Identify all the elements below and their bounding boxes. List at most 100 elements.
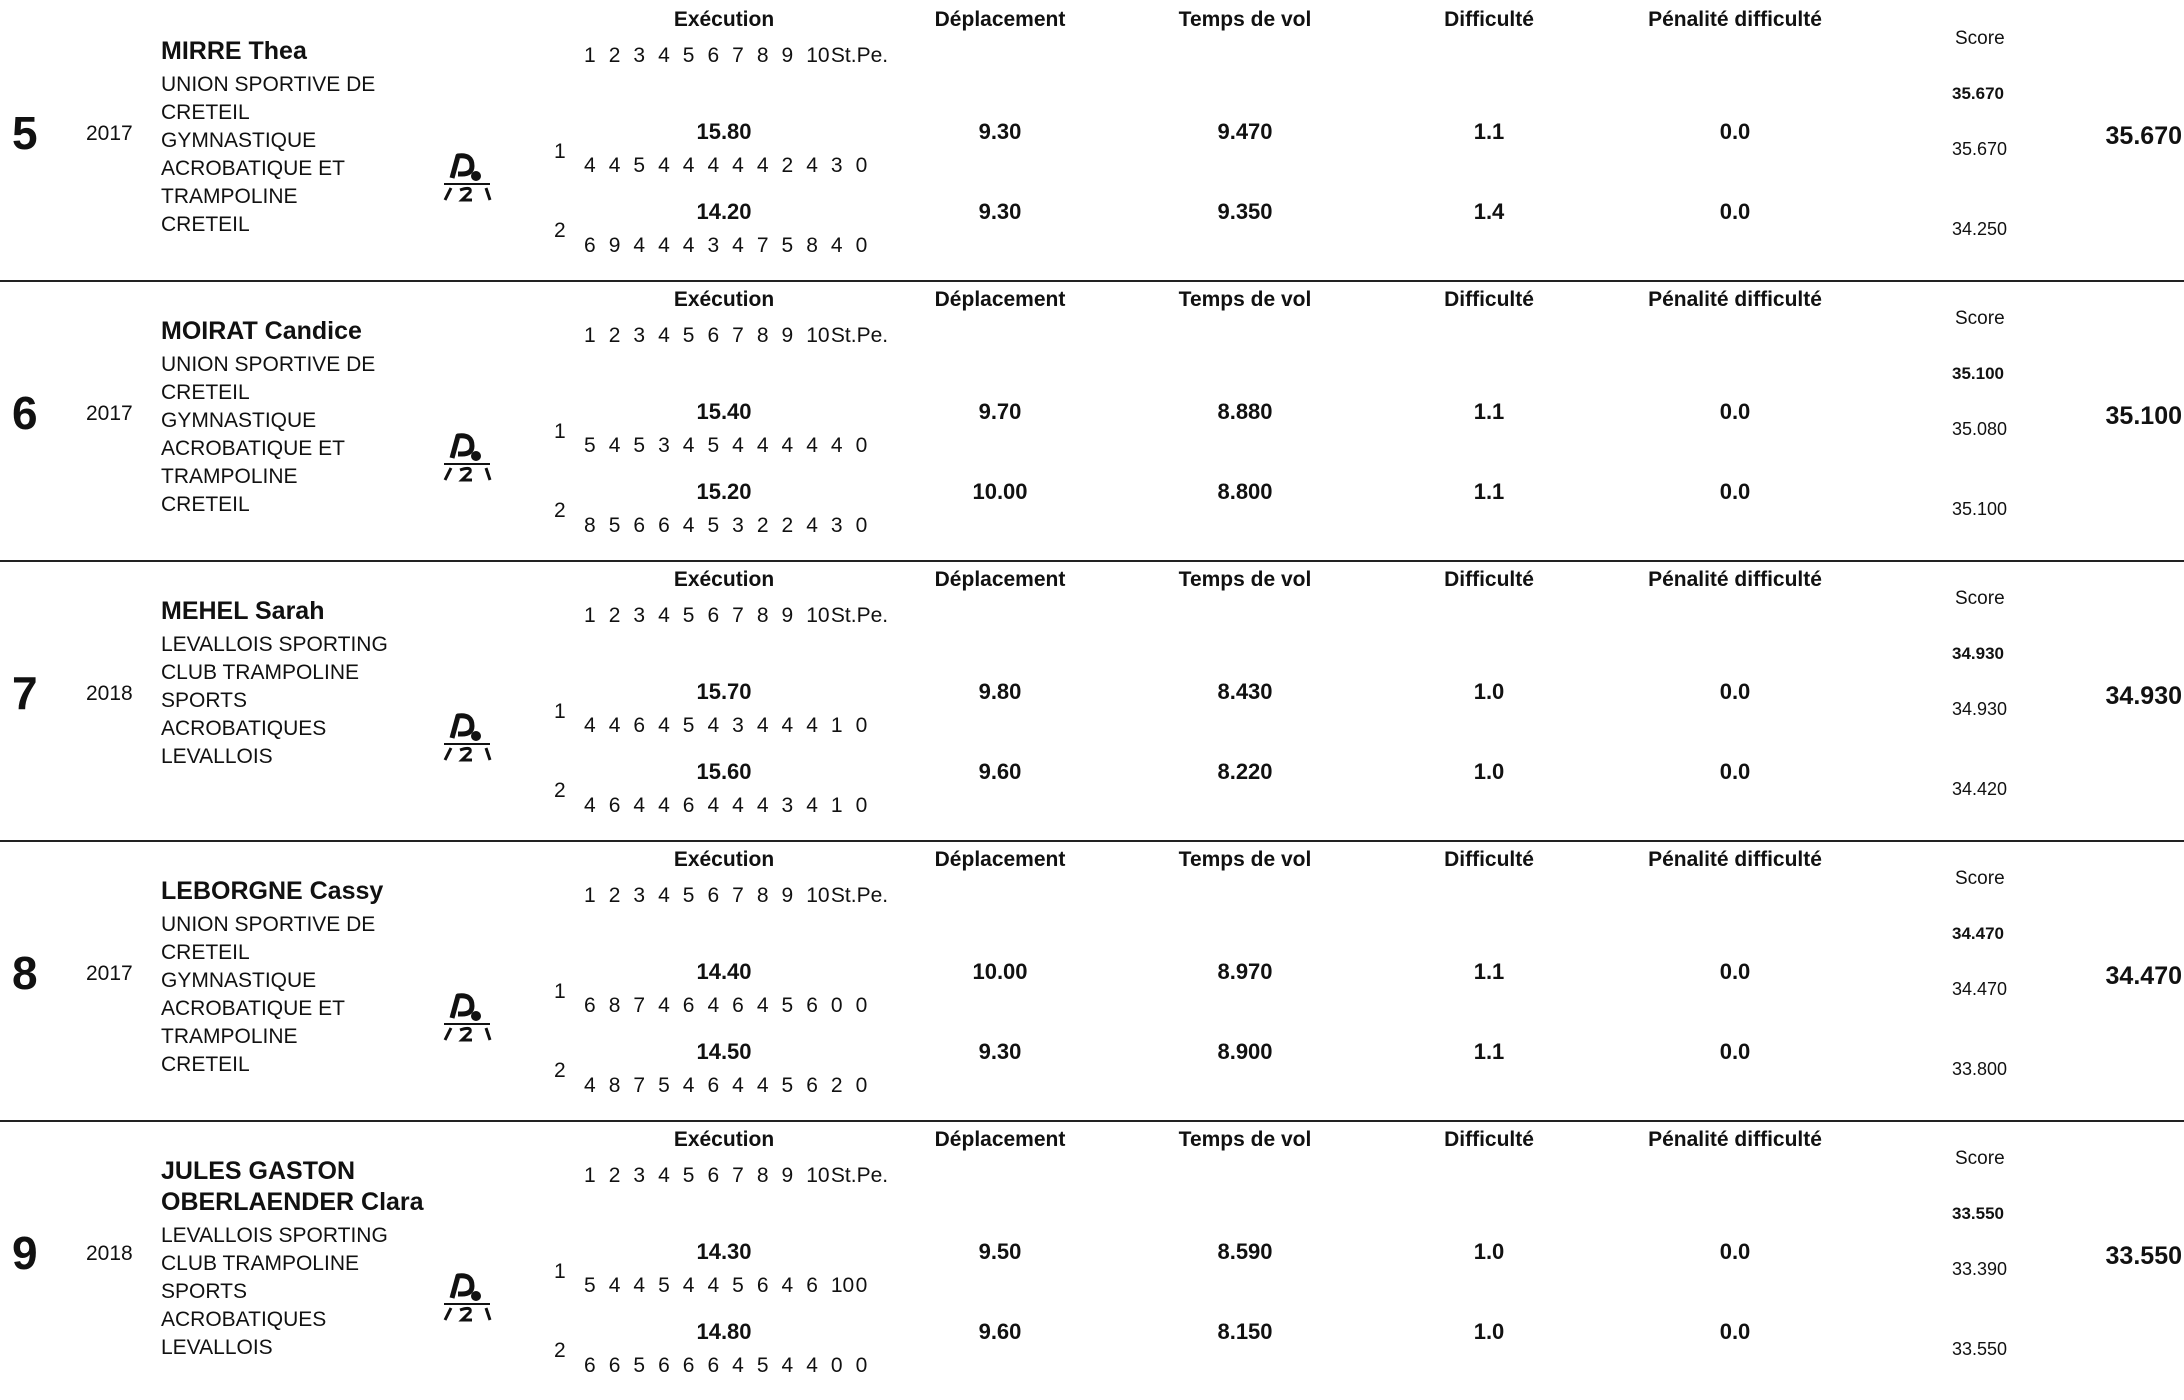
judge-column-label: St. [830,604,857,627]
athlete-names: MIRRE Thea [161,36,307,67]
execution-score: 15.70 [696,679,752,704]
birth-year: 2017 [86,122,133,145]
judge-mark: 4 [707,154,720,177]
result-row: 7 2018 MEHEL Sarah LEVALLOIS SPORTING CLUB T… [0,560,2184,842]
judge-mark: 5 [707,434,720,457]
judge-column-label: 9 [781,44,794,67]
judge-mark: 0 [855,794,868,817]
judge-column-label: Pe. [856,44,889,67]
header-difficulty: Difficulté [1444,1128,1534,1151]
judge-mark: 4 [682,434,695,457]
judge-mark: 5 [584,1274,596,1297]
judge-mark: 6 [584,994,596,1017]
judge-column-label: 3 [633,1164,646,1187]
displacement-score: 9.30 [978,119,1022,144]
run-number: 1 [554,700,566,723]
run-number: 2 [554,219,566,242]
judge-mark: 4 [806,794,818,817]
difficulty-penalty: 0.0 [1719,1239,1751,1264]
judge-mark: 4 [682,234,695,257]
judge-column-label: 6 [707,324,720,347]
displacement-score: 9.30 [978,199,1022,224]
judge-column-label: 4 [658,324,670,347]
run-score: 33.390 [1952,1259,2008,1279]
judge-mark: 0 [830,994,843,1017]
judge-mark: 4 [732,234,744,257]
judge-mark: 10 [830,1274,855,1297]
best-score: 34.930 [1952,644,2004,663]
judge-mark: 4 [781,714,794,737]
judge-mark: 4 [608,154,621,177]
judge-column-label: Pe. [856,604,889,627]
final-score: 35.670 [2105,122,2182,150]
header-difficulty-penalty: Pénalité difficulté [1648,1128,1822,1151]
judge-mark: 5 [682,714,695,737]
judge-mark: 4 [584,1074,596,1097]
judge-mark: 4 [608,434,621,457]
header-displacement: Déplacement [934,1128,1066,1151]
judge-mark: 8 [806,234,818,257]
club-line: GYMNASTIQUE [161,969,317,992]
run-number: 2 [554,1059,566,1082]
execution-score: 15.40 [696,399,752,424]
run-number: 2 [554,499,566,522]
flight-time-score: 8.150 [1217,1319,1273,1344]
judge-column-label: 6 [707,44,720,67]
header-flight-time: Temps de vol [1178,568,1312,591]
judge-mark: 4 [756,714,769,737]
header-execution: Exécution [673,1128,775,1151]
birth-year: 2017 [86,962,133,985]
header-execution: Exécution [673,8,775,31]
judge-mark: 4 [756,794,769,817]
judge-mark: 4 [658,794,670,817]
header-execution: Exécution [673,848,775,871]
result-row: 9 2018 JULES GASTON OBERLAENDER Clara LEVALL… [0,1120,2184,1400]
club-line: GYMNASTIQUE [161,409,317,432]
run-score: 34.420 [1952,779,2008,799]
judge-column-label: 6 [707,604,720,627]
judge-mark: 6 [732,994,744,1017]
judge-mark: 4 [707,1274,720,1297]
club-line: CLUB TRAMPOLINE [161,661,359,684]
judge-mark: 3 [707,234,720,257]
execution-score: 14.40 [696,959,752,984]
judge-mark: 5 [658,1274,670,1297]
judge-mark: 4 [732,154,744,177]
judge-mark: 0 [855,434,868,457]
execution-score: 14.30 [696,1239,752,1264]
club-line: ACROBATIQUE ET [161,997,345,1020]
difficulty-penalty: 0.0 [1719,1319,1751,1344]
judge-column-label: 5 [682,44,695,67]
club-line: ACROBATIQUE ET [161,157,345,180]
judge-column-label: St. [830,324,857,347]
judge-mark: 0 [855,1074,868,1097]
judge-column-label: 2 [608,604,621,627]
judge-mark: 4 [732,794,744,817]
displacement-score: 9.30 [978,1039,1022,1064]
best-score: 35.100 [1952,364,2004,383]
judge-mark: 6 [806,994,818,1017]
header-difficulty: Difficulté [1444,288,1534,311]
judge-mark: 5 [633,154,646,177]
athlete-name: MEHEL Sarah [161,597,325,625]
judge-mark: 4 [584,154,596,177]
judge-column-label: Pe. [856,884,889,907]
judge-mark: 4 [732,434,744,457]
header-difficulty: Difficulté [1444,8,1534,31]
birth-year: 2018 [86,1242,133,1265]
club-line: SPORTS [161,1280,247,1303]
judge-mark: 4 [658,154,670,177]
judge-mark: 6 [633,514,646,537]
header-execution: Exécution [673,568,775,591]
judge-column-label: 10 [806,604,830,627]
judge-mark: 4 [830,234,843,257]
score-label: Score [1955,308,2005,329]
judge-mark: 9 [608,234,621,257]
judge-column-label: 8 [756,604,769,627]
judge-column-label: 10 [806,324,830,347]
displacement-score: 9.60 [978,759,1022,784]
execution-score: 15.20 [696,479,752,504]
judge-mark: 4 [682,154,695,177]
